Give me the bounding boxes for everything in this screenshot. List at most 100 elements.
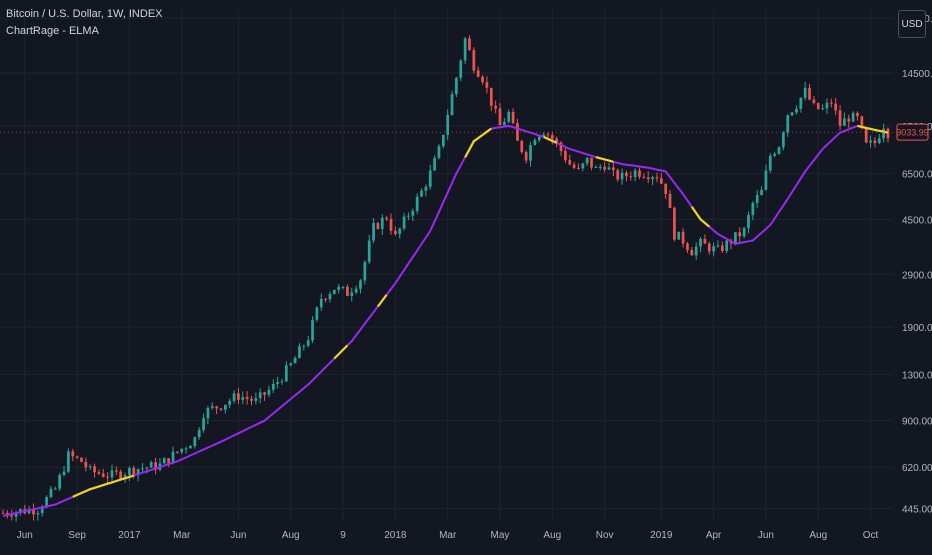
x-tick-label: 2018 xyxy=(384,530,407,541)
candle-body xyxy=(167,458,171,464)
candle-body xyxy=(411,210,415,216)
candle-body xyxy=(577,167,580,169)
y-tick-label: 2900.00 xyxy=(902,270,932,281)
candle-body xyxy=(119,471,123,479)
candle-body xyxy=(380,217,384,229)
x-tick-label: 9 xyxy=(340,530,346,541)
candle-body xyxy=(864,128,868,143)
candle-body xyxy=(276,382,280,384)
candle-body xyxy=(699,238,702,247)
candle-body xyxy=(520,140,524,153)
candle-body xyxy=(49,488,53,498)
candle-body xyxy=(128,467,131,475)
candle-body xyxy=(485,82,489,88)
candle-body xyxy=(154,462,157,470)
candle-body xyxy=(625,172,628,177)
candle-body xyxy=(646,177,650,180)
candle-body xyxy=(686,243,689,250)
price-tag-box xyxy=(896,123,929,141)
candle-body xyxy=(245,396,249,399)
symbol-title[interactable]: Bitcoin / U.S. Dollar, 1W, INDEX xyxy=(6,8,163,20)
candle-body xyxy=(311,319,314,341)
y-tick-label: 1900.00 xyxy=(902,323,932,334)
candle-body xyxy=(263,392,266,395)
candle-body xyxy=(149,462,153,468)
elma-flat-segment xyxy=(72,474,135,498)
candle-body xyxy=(585,157,589,164)
candle-body xyxy=(716,245,720,247)
candle-body xyxy=(346,286,349,296)
x-tick-label: Oct xyxy=(863,530,879,541)
x-tick-label: Mar xyxy=(439,530,457,541)
candle-body xyxy=(215,406,218,409)
x-tick-label: 2019 xyxy=(650,530,673,541)
y-tick-label: 4500.00 xyxy=(902,215,932,226)
price-tag-label: 9033.99 xyxy=(896,128,929,138)
candle-body xyxy=(193,437,197,447)
candle-body xyxy=(84,461,88,468)
candle-body xyxy=(1,512,5,514)
elma-flat-segment xyxy=(857,124,889,134)
candle-body xyxy=(36,513,40,515)
candle-body xyxy=(799,97,803,109)
candle-body xyxy=(550,135,554,139)
candle-body xyxy=(132,467,136,475)
candle-body xyxy=(463,38,467,61)
candle-body xyxy=(494,105,497,109)
candle-body xyxy=(572,164,576,168)
candle-body xyxy=(633,170,637,178)
candle-body xyxy=(433,157,436,171)
indicator-title[interactable]: ChartRage - ELMA xyxy=(6,25,99,37)
candle-body xyxy=(489,87,493,106)
candle-body xyxy=(607,167,611,170)
candle-body xyxy=(503,121,506,126)
candle-body xyxy=(533,140,537,146)
candle-body xyxy=(162,458,166,464)
candle-body xyxy=(755,195,759,203)
candle-body xyxy=(829,102,833,104)
elma-line xyxy=(2,124,889,517)
candle-body xyxy=(71,451,75,457)
candle-body xyxy=(254,398,258,401)
candle-body xyxy=(88,466,92,468)
candle-body xyxy=(476,70,480,77)
candle-body xyxy=(616,170,620,180)
candle-body xyxy=(808,87,811,100)
candle-body xyxy=(734,232,737,244)
candle-body xyxy=(481,76,484,83)
candle-body xyxy=(250,398,253,401)
candle-body xyxy=(611,167,615,171)
candle-body xyxy=(237,393,240,400)
candle-body xyxy=(546,134,550,136)
x-tick-label: Aug xyxy=(809,530,827,541)
elma-flat-segment xyxy=(464,127,492,158)
candle-body xyxy=(123,474,127,479)
candle-body xyxy=(642,176,646,178)
candle-body xyxy=(428,170,432,187)
candle-body xyxy=(328,294,332,300)
candle-body xyxy=(590,157,593,168)
currency-button[interactable]: USD xyxy=(898,10,926,38)
candle-body xyxy=(825,102,829,109)
candle-body xyxy=(777,147,781,154)
candle-body xyxy=(856,112,859,117)
candle-body xyxy=(114,470,118,472)
candle-body xyxy=(677,231,681,240)
candle-body xyxy=(367,240,371,262)
candle-body xyxy=(62,471,66,475)
candle-body xyxy=(472,50,476,71)
candle-body xyxy=(206,407,210,419)
candle-body xyxy=(407,215,410,217)
y-tick-label: 445.00 xyxy=(902,505,932,516)
y-tick-label: 620.00 xyxy=(902,463,932,474)
candle-body xyxy=(141,468,144,470)
x-tick-label: Apr xyxy=(706,530,722,541)
candle-body xyxy=(180,448,184,453)
candle-body xyxy=(764,170,768,190)
candle-body xyxy=(258,392,262,399)
candle-body xyxy=(834,103,838,111)
candle-body xyxy=(812,99,816,104)
candle-body xyxy=(747,215,750,229)
